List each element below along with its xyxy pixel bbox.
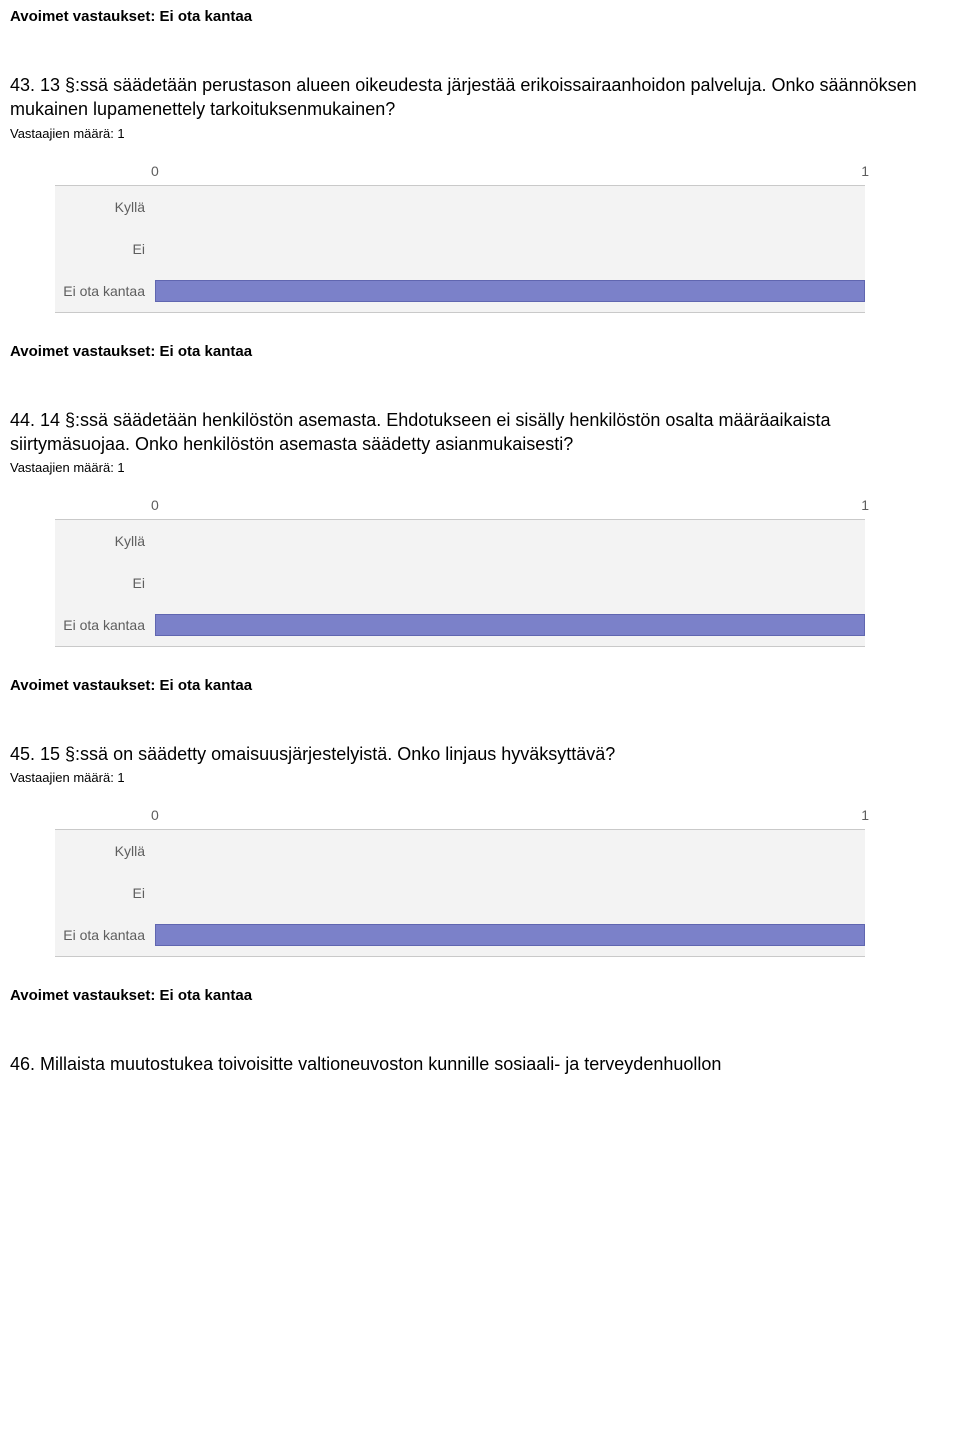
chart-bar xyxy=(155,614,865,636)
question-text: 43. 13 §:ssä säädetään perustason alueen… xyxy=(10,73,940,122)
chart-category-label: Ei xyxy=(55,575,155,591)
x-tick-min: 0 xyxy=(151,807,159,823)
section-2: Avoimet vastaukset: Ei ota kantaa 45. 15… xyxy=(10,677,950,957)
chart-category-label: Ei xyxy=(55,885,155,901)
bar-chart: 0 1 Kyllä Ei Ei ota kantaa xyxy=(55,497,865,647)
x-tick-max: 1 xyxy=(861,807,869,823)
x-tick-min: 0 xyxy=(151,163,159,179)
chart-category-label: Ei ota kantaa xyxy=(55,617,155,633)
section-1: Avoimet vastaukset: Ei ota kantaa 44. 14… xyxy=(10,343,950,648)
respondents-count: Vastaajien määrä: 1 xyxy=(10,770,950,785)
chart-x-axis: 0 1 xyxy=(155,163,865,185)
open-answers-heading: Avoimet vastaukset: Ei ota kantaa xyxy=(10,987,950,1004)
chart-x-axis: 0 1 xyxy=(155,807,865,829)
chart-category-label: Kyllä xyxy=(55,843,155,859)
question-text: 45. 15 §:ssä on säädetty omaisuusjärjest… xyxy=(10,742,940,766)
section-0: Avoimet vastaukset: Ei ota kantaa 43. 13… xyxy=(10,8,950,313)
x-tick-min: 0 xyxy=(151,497,159,513)
section-3: Avoimet vastaukset: Ei ota kantaa 46. Mi… xyxy=(10,987,950,1076)
chart-track xyxy=(155,914,865,956)
bar-chart: 0 1 Kyllä Ei Ei ota kantaa xyxy=(55,807,865,957)
chart-category-label: Kyllä xyxy=(55,533,155,549)
chart-track xyxy=(155,604,865,646)
x-tick-max: 1 xyxy=(861,497,869,513)
x-tick-max: 1 xyxy=(861,163,869,179)
respondents-count: Vastaajien määrä: 1 xyxy=(10,126,950,141)
respondents-count: Vastaajien määrä: 1 xyxy=(10,460,950,475)
chart-track xyxy=(155,270,865,312)
chart-track xyxy=(155,830,865,872)
question-text: 44. 14 §:ssä säädetään henkilöstön asema… xyxy=(10,408,940,457)
bar-chart: 0 1 Kyllä Ei Ei ota kantaa xyxy=(55,163,865,313)
chart-row: Kyllä xyxy=(55,520,865,562)
chart-category-label: Ei ota kantaa xyxy=(55,283,155,299)
chart-track xyxy=(155,872,865,914)
chart-category-label: Kyllä xyxy=(55,199,155,215)
chart-row: Ei ota kantaa xyxy=(55,604,865,646)
chart-row: Ei xyxy=(55,228,865,270)
chart-row: Ei ota kantaa xyxy=(55,914,865,956)
chart-track xyxy=(155,520,865,562)
chart-row: Kyllä xyxy=(55,186,865,228)
chart-track xyxy=(155,228,865,270)
open-answers-heading: Avoimet vastaukset: Ei ota kantaa xyxy=(10,8,950,25)
chart-x-axis: 0 1 xyxy=(155,497,865,519)
chart-bar xyxy=(155,280,865,302)
chart-track xyxy=(155,562,865,604)
open-answers-heading: Avoimet vastaukset: Ei ota kantaa xyxy=(10,343,950,360)
chart-body: Kyllä Ei Ei ota kantaa xyxy=(55,829,865,957)
chart-row: Ei ota kantaa xyxy=(55,270,865,312)
chart-body: Kyllä Ei Ei ota kantaa xyxy=(55,185,865,313)
chart-bar xyxy=(155,924,865,946)
chart-body: Kyllä Ei Ei ota kantaa xyxy=(55,519,865,647)
open-answers-heading: Avoimet vastaukset: Ei ota kantaa xyxy=(10,677,950,694)
chart-row: Ei xyxy=(55,562,865,604)
chart-row: Kyllä xyxy=(55,830,865,872)
chart-row: Ei xyxy=(55,872,865,914)
chart-category-label: Ei ota kantaa xyxy=(55,927,155,943)
question-text: 46. Millaista muutostukea toivoisitte va… xyxy=(10,1052,940,1076)
chart-track xyxy=(155,186,865,228)
chart-category-label: Ei xyxy=(55,241,155,257)
